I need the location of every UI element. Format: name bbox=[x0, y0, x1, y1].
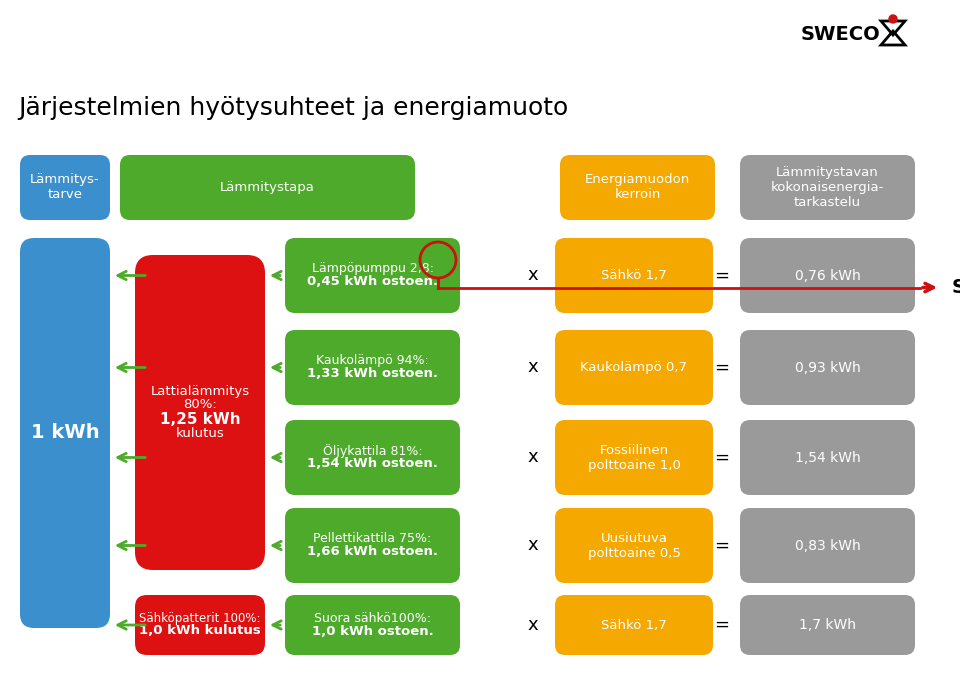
Text: 1,33 kWh ostoen.: 1,33 kWh ostoen. bbox=[307, 367, 438, 380]
Text: x: x bbox=[528, 616, 539, 634]
FancyBboxPatch shape bbox=[285, 420, 460, 495]
FancyBboxPatch shape bbox=[555, 330, 713, 405]
FancyBboxPatch shape bbox=[20, 238, 110, 628]
Text: x: x bbox=[528, 359, 539, 377]
Text: 1,25 kWh: 1,25 kWh bbox=[159, 412, 240, 427]
Text: =: = bbox=[714, 266, 730, 285]
Text: Kaukolämpö 0,7: Kaukolämpö 0,7 bbox=[581, 361, 687, 374]
Text: SWECO: SWECO bbox=[800, 25, 880, 45]
FancyBboxPatch shape bbox=[285, 595, 460, 655]
FancyBboxPatch shape bbox=[740, 238, 915, 313]
Text: kulutus: kulutus bbox=[176, 427, 225, 440]
Text: Sähkö 1,7: Sähkö 1,7 bbox=[601, 619, 667, 632]
Text: 0,76 kWh: 0,76 kWh bbox=[795, 268, 860, 283]
Text: =: = bbox=[714, 359, 730, 377]
FancyBboxPatch shape bbox=[555, 420, 713, 495]
Text: Kaukolämpö 94%:: Kaukolämpö 94%: bbox=[316, 355, 429, 367]
Text: 0,83 kWh: 0,83 kWh bbox=[795, 539, 860, 552]
Text: x: x bbox=[528, 449, 539, 466]
FancyBboxPatch shape bbox=[285, 330, 460, 405]
Text: =: = bbox=[714, 449, 730, 466]
Text: SPF: SPF bbox=[952, 278, 960, 297]
Text: Sähköpatterit 100%:: Sähköpatterit 100%: bbox=[139, 612, 261, 625]
Text: 0,93 kWh: 0,93 kWh bbox=[795, 361, 860, 375]
Text: 1 kWh: 1 kWh bbox=[31, 423, 99, 442]
Text: 0,45 kWh ostoen.: 0,45 kWh ostoen. bbox=[307, 275, 438, 288]
Text: Fossiilinen
polttoaine 1,0: Fossiilinen polttoaine 1,0 bbox=[588, 444, 681, 471]
Text: 1,54 kWh: 1,54 kWh bbox=[795, 451, 860, 464]
Text: 1,0 kWh ostoen.: 1,0 kWh ostoen. bbox=[312, 625, 433, 638]
Text: x: x bbox=[528, 536, 539, 554]
Text: =: = bbox=[714, 616, 730, 634]
Text: Uusiutuva
polttoaine 0,5: Uusiutuva polttoaine 0,5 bbox=[588, 532, 681, 560]
Text: 1,66 kWh ostoen.: 1,66 kWh ostoen. bbox=[307, 545, 438, 558]
FancyBboxPatch shape bbox=[740, 508, 915, 583]
Text: Lattialämmitys: Lattialämmitys bbox=[151, 385, 250, 398]
Text: Suora sähkö100%:: Suora sähkö100%: bbox=[314, 612, 431, 625]
FancyBboxPatch shape bbox=[135, 595, 265, 655]
Text: x: x bbox=[528, 266, 539, 285]
FancyBboxPatch shape bbox=[740, 595, 915, 655]
FancyBboxPatch shape bbox=[20, 155, 110, 220]
Text: Järjestelmien hyötysuhteet ja energiamuoto: Järjestelmien hyötysuhteet ja energiamuo… bbox=[18, 96, 568, 120]
FancyBboxPatch shape bbox=[740, 330, 915, 405]
Text: Pellettikattila 75%:: Pellettikattila 75%: bbox=[313, 532, 432, 545]
Text: Lämmitystavan
kokonaisenergia-
tarkastelu: Lämmitystavan kokonaisenergia- tarkastel… bbox=[771, 166, 884, 209]
FancyBboxPatch shape bbox=[285, 238, 460, 313]
FancyBboxPatch shape bbox=[560, 155, 715, 220]
Text: Öljykattila 81%:: Öljykattila 81%: bbox=[323, 444, 422, 458]
FancyBboxPatch shape bbox=[120, 155, 415, 220]
Circle shape bbox=[889, 15, 897, 23]
Text: Sähkö 1,7: Sähkö 1,7 bbox=[601, 269, 667, 282]
FancyBboxPatch shape bbox=[555, 508, 713, 583]
Text: 80%:: 80%: bbox=[183, 399, 217, 412]
Text: Lämmitys-
tarve: Lämmitys- tarve bbox=[30, 174, 100, 202]
Text: 1,7 kWh: 1,7 kWh bbox=[799, 618, 856, 632]
Text: =: = bbox=[714, 536, 730, 554]
Text: Energiamuodon
kerroin: Energiamuodon kerroin bbox=[585, 174, 690, 202]
Text: Lämpöpumppu 2,8:: Lämpöpumppu 2,8: bbox=[311, 262, 434, 275]
Text: 1,0 kWh kulutus: 1,0 kWh kulutus bbox=[139, 624, 261, 637]
FancyBboxPatch shape bbox=[555, 238, 713, 313]
FancyBboxPatch shape bbox=[555, 595, 713, 655]
Text: 1,54 kWh ostoen.: 1,54 kWh ostoen. bbox=[307, 458, 438, 471]
FancyBboxPatch shape bbox=[135, 255, 265, 570]
Text: Lämmitystapa: Lämmitystapa bbox=[220, 181, 315, 194]
FancyBboxPatch shape bbox=[740, 420, 915, 495]
FancyBboxPatch shape bbox=[740, 155, 915, 220]
FancyBboxPatch shape bbox=[285, 508, 460, 583]
